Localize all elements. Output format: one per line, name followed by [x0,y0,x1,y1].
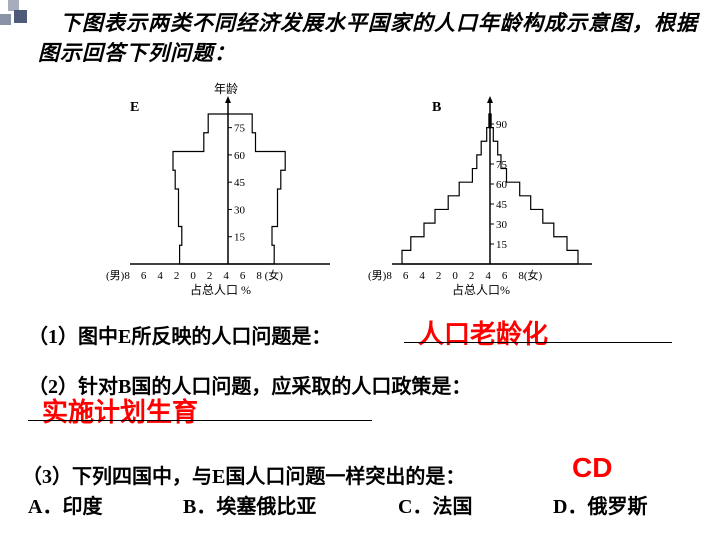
question-1-prompt: （1）图中E所反映的人口问题是： [28,320,698,349]
svg-text:30: 30 [496,219,508,231]
svg-text:60: 60 [496,179,508,191]
svg-text:75: 75 [496,159,508,171]
option-b: B．埃塞俄比亚 [183,490,393,519]
intro-text: 下图表示两类不同经济发展水平国家的人口年龄构成示意图，根据图示回答下列问题： [38,8,698,69]
svg-text:15: 15 [234,232,246,244]
option-a: A．印度 [28,490,178,519]
chart-b-xlabel: 占总人口% [452,281,510,298]
chart-e-xlabel: 占总人口 % [190,281,251,298]
charts-region: E 年龄 1530456075 (男)8 6 4 2 0 2 4 6 8 (女)… [100,78,620,298]
question-3-options: A．印度 B．埃塞俄比亚 C．法国 D．俄罗斯 [28,490,708,519]
svg-text:75: 75 [234,123,246,135]
svg-text:45: 45 [234,177,246,189]
question-1-underline [404,342,672,343]
question-2-answer: 实施计划生育 [42,392,198,429]
chart-b: B 153045607590 (男)8 6 4 2 0 2 4 6 8(女) 占… [362,78,612,298]
corner-decoration [0,0,28,30]
svg-text:30: 30 [234,204,246,216]
question-3-answer: CD [572,452,612,484]
svg-text:90: 90 [496,119,508,131]
question-1-answer: 人口老龄化 [418,314,548,351]
option-c: C．法国 [398,490,548,519]
chart-e: E 年龄 1530456075 (男)8 6 4 2 0 2 4 6 8 (女)… [100,78,350,298]
question-2-underline [28,420,372,421]
svg-text:60: 60 [234,150,246,162]
chart-e-svg: 15 30 45 60 75 [120,96,340,276]
chart-e-y-title: 年龄 [214,80,238,97]
chart-b-svg: 15 30 45 60 75 90 [382,96,602,276]
svg-text:45: 45 [496,199,508,211]
option-d: D．俄罗斯 [553,490,647,519]
svg-text:15: 15 [496,239,508,251]
